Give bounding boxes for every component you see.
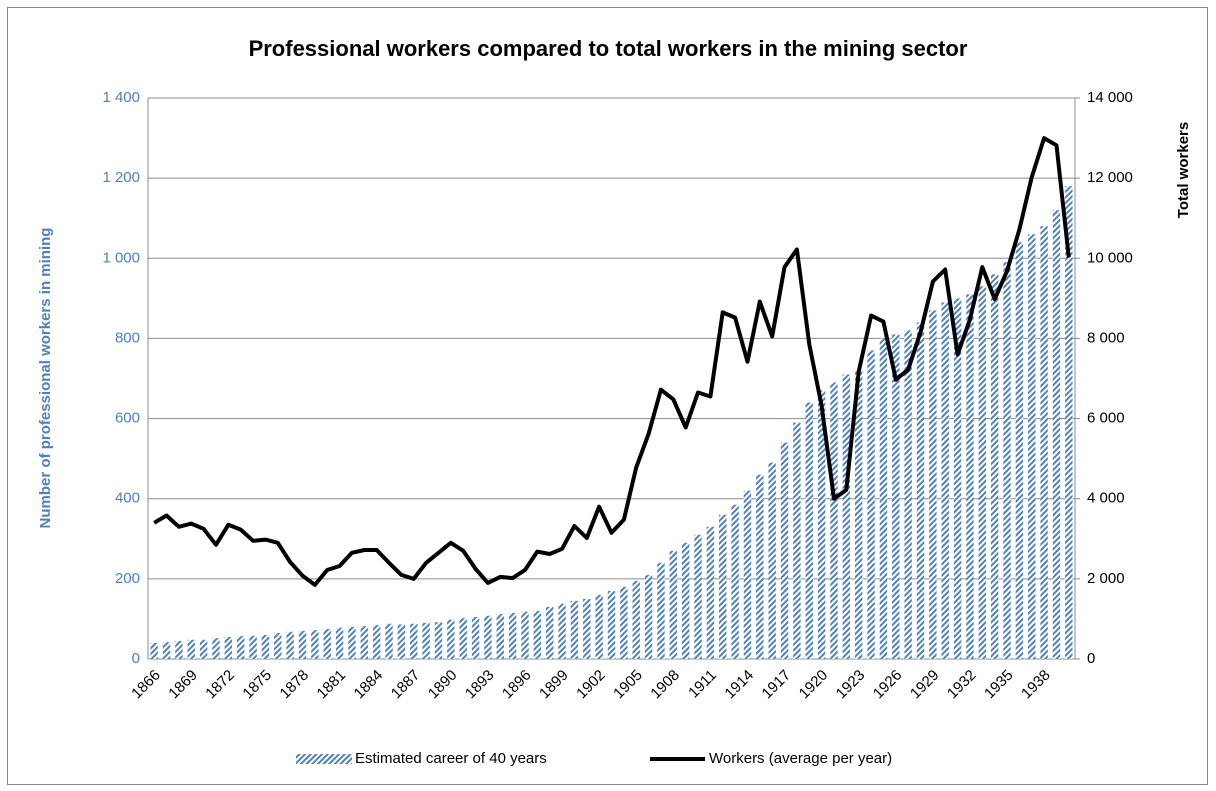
bar: [434, 622, 443, 659]
bar: [632, 580, 640, 659]
bar: [1052, 210, 1061, 659]
bar: [756, 474, 764, 659]
bar: [1065, 186, 1073, 659]
bar: [372, 624, 381, 659]
bar: [360, 626, 369, 659]
bar: [583, 598, 591, 659]
y-tick-label: 600: [115, 410, 140, 427]
line: [153, 136, 1071, 587]
bar: [854, 370, 863, 659]
y-tick-label: 1 200: [102, 169, 140, 186]
bar: [916, 322, 925, 659]
bar: [323, 628, 331, 659]
y-tick-label: 200: [115, 570, 140, 587]
bar: [261, 634, 270, 659]
bar: [607, 590, 616, 659]
bar: [224, 636, 233, 659]
bar: [1040, 226, 1048, 659]
bar: [644, 574, 653, 659]
bar: [249, 635, 257, 659]
y2-tick-label: 6 000: [1087, 410, 1125, 427]
bar: [743, 490, 752, 659]
bar: [471, 616, 480, 659]
bar: [187, 639, 195, 659]
bar: [533, 610, 542, 659]
bar: [793, 422, 801, 659]
bar: [212, 638, 220, 659]
bar: [236, 636, 245, 659]
bar: [731, 504, 739, 659]
y2-tick-label: 10 000: [1087, 249, 1133, 266]
bar: [817, 390, 826, 659]
bar: [978, 286, 987, 659]
bar: [311, 630, 319, 659]
bar: [953, 298, 962, 659]
legend-label: Estimated career of 40 years: [355, 750, 547, 767]
bar: [990, 274, 999, 659]
bar: [422, 622, 430, 659]
bar: [1028, 234, 1036, 659]
bar: [410, 623, 418, 659]
y-tick-label: 800: [115, 329, 140, 346]
y2-tick-label: 0: [1087, 650, 1095, 667]
y2-tick-label: 2 000: [1087, 570, 1125, 587]
bar: [830, 382, 838, 659]
bar: [447, 619, 455, 659]
bar: [459, 618, 467, 659]
y2-tick-label: 12 000: [1087, 169, 1133, 186]
y-tick-label: 0: [132, 650, 140, 667]
bar: [681, 542, 690, 659]
bar: [657, 562, 665, 659]
bar: [521, 611, 529, 659]
bar: [966, 294, 974, 659]
bar: [496, 614, 504, 659]
bar: [620, 586, 628, 659]
bar: [274, 632, 282, 659]
bar: [694, 534, 702, 659]
y2-axis-title: Total workers: [1175, 122, 1192, 218]
bar: [595, 594, 603, 659]
bar: [719, 514, 727, 659]
bar: [941, 302, 949, 659]
bar: [508, 612, 517, 659]
bar: [199, 639, 208, 659]
bar: [1003, 262, 1011, 659]
bar: [929, 310, 937, 659]
bar: [545, 606, 554, 659]
bar: [175, 640, 183, 659]
bar: [150, 642, 158, 659]
bar: [484, 615, 492, 659]
bar: [162, 642, 171, 659]
bar: [768, 462, 776, 659]
bar: [842, 374, 851, 659]
y-tick-label: 1 000: [102, 249, 140, 266]
bar: [385, 623, 393, 659]
bar: [706, 526, 715, 659]
legend-swatch: [296, 754, 352, 764]
y2-tick-label: 4 000: [1087, 490, 1125, 507]
bar: [805, 402, 813, 659]
bar: [397, 624, 406, 659]
y2-tick-label: 14 000: [1087, 89, 1133, 106]
bar: [558, 603, 566, 659]
bar: [879, 338, 888, 659]
y-tick-label: 400: [115, 490, 140, 507]
bar: [298, 630, 307, 659]
y-axis-title: Number of professional workers in mining: [37, 228, 54, 529]
bar: [904, 330, 912, 659]
bar: [286, 631, 294, 659]
y-tick-label: 1 400: [102, 89, 140, 106]
bar: [335, 627, 344, 659]
bar: [570, 600, 579, 659]
bar: [1015, 242, 1024, 659]
bar: [348, 626, 356, 659]
chart-title: Professional workers compared to total w…: [249, 36, 968, 61]
bar: [867, 350, 875, 659]
bar: [669, 550, 678, 659]
bar: [892, 334, 900, 659]
bar: [780, 442, 789, 659]
legend-label: Workers (average per year): [709, 750, 892, 767]
y2-tick-label: 8 000: [1087, 329, 1125, 346]
